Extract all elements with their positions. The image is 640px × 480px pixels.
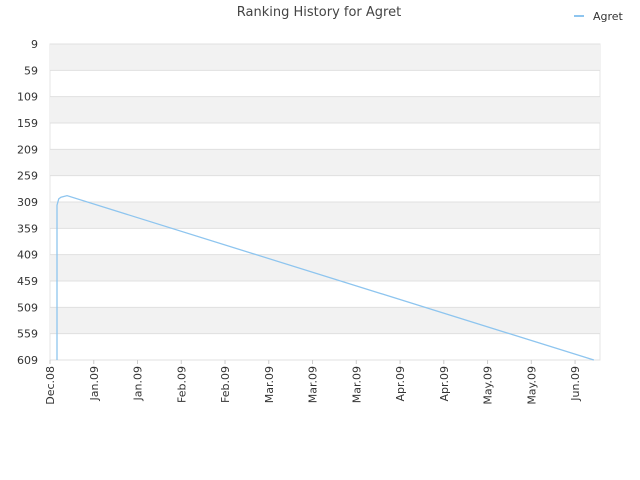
y-tick-label: 159 bbox=[17, 117, 38, 130]
grid-band bbox=[50, 254, 600, 281]
y-tick-label: 309 bbox=[17, 196, 38, 209]
y-tick-label: 109 bbox=[17, 91, 38, 104]
grid-band bbox=[50, 149, 600, 176]
grid-band bbox=[50, 307, 600, 334]
x-tick-label: Apr.09 bbox=[394, 366, 407, 402]
y-tick-label: 259 bbox=[17, 170, 38, 183]
x-tick-label: Mar.09 bbox=[350, 366, 363, 403]
y-tick-label: 559 bbox=[17, 328, 38, 341]
y-tick-label: 509 bbox=[17, 301, 38, 314]
x-tick-label: Dec.08 bbox=[44, 366, 57, 405]
grid-band bbox=[50, 202, 600, 229]
y-tick-label: 409 bbox=[17, 249, 38, 262]
y-tick-label: 609 bbox=[17, 354, 38, 367]
chart-title: Ranking History for Agret bbox=[237, 5, 401, 20]
y-tick-label: 59 bbox=[24, 64, 38, 77]
x-tick-label: May.09 bbox=[525, 366, 538, 405]
x-tick-label: Jun.09 bbox=[569, 366, 582, 402]
grid-band bbox=[50, 96, 600, 123]
x-tick-label: Jan.09 bbox=[132, 366, 145, 401]
y-tick-label: 9 bbox=[31, 38, 38, 51]
x-tick-label: Mar.09 bbox=[263, 366, 276, 403]
grid-band bbox=[50, 44, 600, 71]
y-tick-label: 359 bbox=[17, 222, 38, 235]
x-tick-label: May.09 bbox=[482, 366, 495, 405]
legend-label: Agret bbox=[593, 10, 624, 23]
line bbox=[56, 195, 595, 361]
x-tick-label: Feb.09 bbox=[175, 366, 188, 403]
x-tick-label: Feb.09 bbox=[219, 366, 232, 403]
y-tick-label: 209 bbox=[17, 143, 38, 156]
x-tick-label: Apr.09 bbox=[438, 366, 451, 402]
x-tick-label: Jan.09 bbox=[88, 366, 101, 401]
x-tick-label: Mar.09 bbox=[307, 366, 320, 403]
y-tick-label: 459 bbox=[17, 275, 38, 288]
